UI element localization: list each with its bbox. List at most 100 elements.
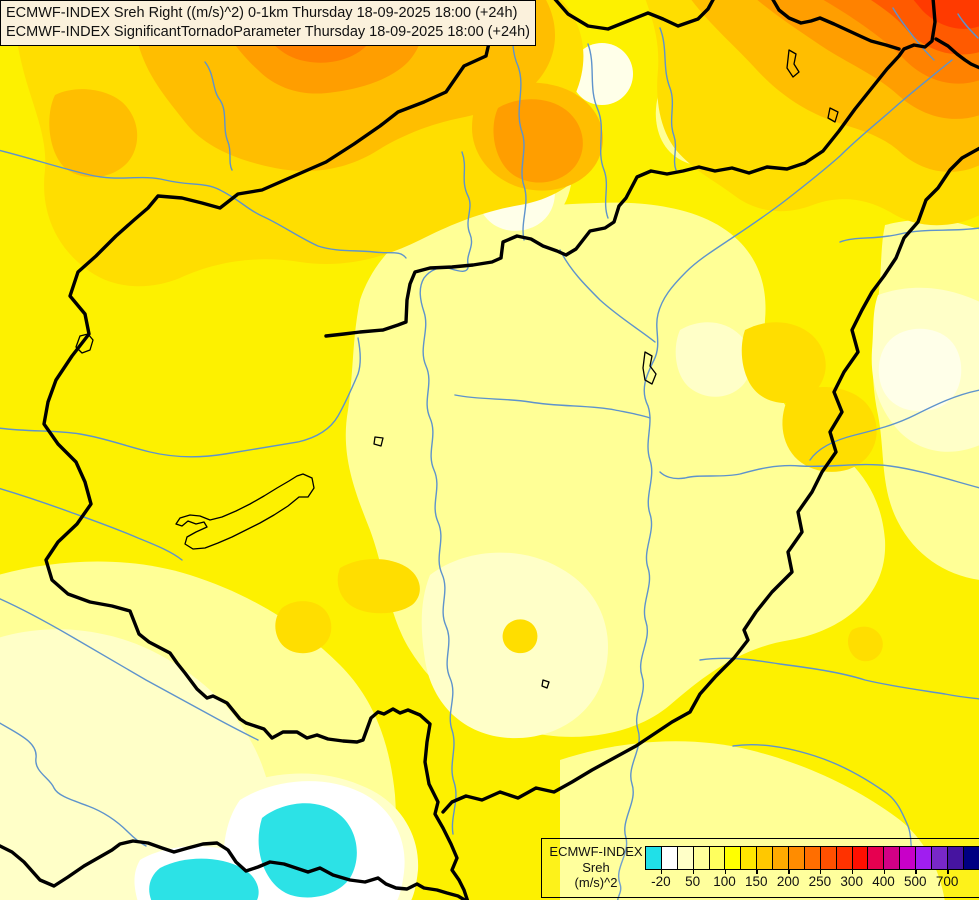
- legend-swatch-6: [740, 846, 758, 870]
- legend-swatch-14: [867, 846, 885, 870]
- river-10: [0, 722, 147, 847]
- river-1: [204, 61, 233, 171]
- fill-region-gold-spot-mid: [337, 559, 420, 614]
- river-8: [0, 487, 183, 561]
- legend-swatch-15: [883, 846, 901, 870]
- country-border-3: [934, 37, 979, 70]
- legend-tick-50: [692, 869, 695, 874]
- legend-swatch-7: [756, 846, 774, 870]
- legend-tick-200: [788, 869, 790, 874]
- legend-swatch-11: [819, 846, 837, 870]
- legend-swatch-13: [851, 846, 869, 870]
- legend-tick-label-250: 250: [808, 874, 832, 889]
- country-border-6: [771, 0, 901, 51]
- legend-tick-label-200: 200: [776, 874, 800, 889]
- legend-tick-500: [915, 869, 917, 874]
- river-12: [659, 463, 979, 489]
- map-title-box: ECMWF-INDEX Sreh Right ((m/s)^2) 0-1km T…: [0, 0, 536, 46]
- legend-model-name: ECMWF-INDEX: [549, 844, 643, 859]
- river-7: [0, 337, 361, 458]
- legend-swatch-12: [835, 846, 853, 870]
- river-4: [587, 43, 609, 219]
- legend-swatch-16: [899, 846, 917, 870]
- legend-swatch-row: [645, 846, 979, 870]
- legend-swatch-20: [962, 846, 979, 870]
- legend-swatch-8: [772, 846, 790, 870]
- legend-tick-label-500: 500: [904, 874, 927, 889]
- river-19: [454, 394, 651, 419]
- legend-tick-250: [819, 869, 822, 874]
- legend-tick-150: [756, 869, 758, 874]
- fill-region-cream-east-spot: [675, 322, 752, 397]
- lake-outline-5: [373, 436, 384, 447]
- legend-swatch-10: [803, 846, 821, 870]
- river-2: [419, 151, 473, 835]
- river-9: [0, 598, 259, 741]
- river-16: [892, 7, 935, 61]
- legend-tick-700: [947, 869, 949, 874]
- river-14: [699, 657, 979, 700]
- fill-region-palest-north-spot: [571, 43, 633, 105]
- legend-swatch-17: [915, 846, 933, 870]
- fill-region-palest-right-spot: [878, 328, 962, 412]
- legend-tick-400: [883, 869, 885, 874]
- legend-swatch-3: [692, 846, 710, 870]
- fill-region-cyan-blob-left: [149, 858, 259, 900]
- river-5: [659, 27, 677, 171]
- legend-swatch-2: [676, 846, 694, 870]
- fill-region-amber-left-spot: [49, 89, 138, 178]
- river-11: [839, 227, 979, 243]
- lake-outline-0: [175, 473, 315, 550]
- fill-region-gold-spot-se: [848, 626, 883, 662]
- river-13: [809, 389, 979, 461]
- fill-region-gold-spot-center: [502, 619, 538, 654]
- legend-swatch-0: [645, 846, 662, 870]
- legend-tick-label-700: 700: [935, 874, 959, 889]
- legend-swatch-5: [724, 846, 742, 870]
- legend-swatch-19: [946, 846, 964, 870]
- lakes-layer: [75, 49, 839, 689]
- river-18: [559, 249, 656, 343]
- river-15: [732, 744, 913, 851]
- color-legend: ECMWF-INDEX Sreh (m/s)^2 -20 50 100 150 200 2…: [541, 838, 979, 898]
- country-border-7: [441, 146, 979, 814]
- legend-tick-label-400: 400: [872, 874, 895, 889]
- fill-region-gold-spot-sw: [275, 601, 332, 654]
- legend-tick-label-300: 300: [840, 874, 863, 889]
- lake-outline-6: [541, 679, 550, 689]
- legend-tick-label-100: 100: [713, 874, 736, 889]
- lake-outline-2: [642, 351, 657, 385]
- title-line-parameter: ECMWF-INDEX Sreh Right ((m/s)^2) 0-1km T…: [6, 5, 518, 21]
- legend-labels: ECMWF-INDEX Sreh (m/s)^2: [546, 844, 646, 891]
- country-border-5: [553, 0, 715, 31]
- lake-outline-3: [786, 49, 800, 78]
- country-border-1: [0, 839, 468, 900]
- country-border-0: [42, 0, 533, 900]
- legend-tick-300: [851, 869, 854, 874]
- legend-tick-100: [724, 869, 726, 874]
- legend-units: (m/s)^2: [574, 875, 618, 890]
- river-17: [957, 13, 979, 39]
- lake-outline-4: [827, 107, 839, 123]
- title-line-overlay: ECMWF-INDEX SignificantTornadoParameter …: [6, 23, 530, 40]
- legend-tick-label-150: 150: [745, 874, 768, 889]
- legend-tick-label-50: 50: [685, 874, 701, 889]
- country-border-2: [324, 0, 937, 338]
- legend-tick--20: [660, 869, 663, 874]
- legend-swatch-18: [931, 846, 948, 870]
- fill-region-orange-mid-core: [493, 99, 583, 183]
- legend-swatch-4: [708, 846, 726, 870]
- fill-region-gold-right-spot-1: [741, 322, 826, 404]
- river-6: [616, 59, 953, 900]
- legend-tick-label--20: -20: [651, 874, 671, 889]
- legend-parameter-name: Sreh: [582, 859, 610, 875]
- fill-region-gold-right-spot-2: [782, 386, 877, 472]
- legend-swatch-1: [660, 846, 678, 870]
- legend-swatch-9: [788, 846, 805, 870]
- river-0: [0, 149, 407, 259]
